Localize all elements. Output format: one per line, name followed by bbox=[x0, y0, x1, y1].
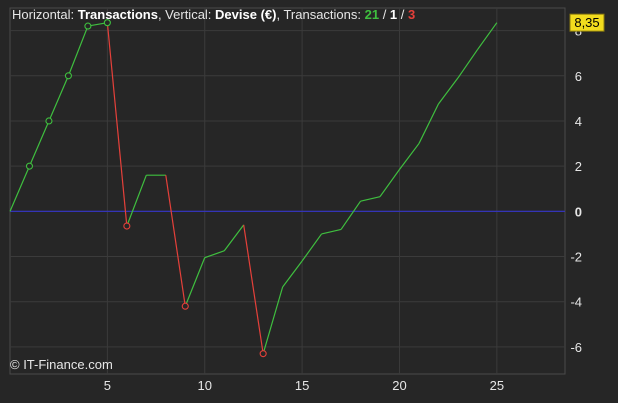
series-segment bbox=[165, 175, 186, 307]
series-segment bbox=[398, 143, 420, 170]
header-transactions-label: , Transactions: bbox=[276, 7, 364, 22]
x-tick-label: 25 bbox=[490, 378, 504, 393]
header-count-neutral: 1 bbox=[390, 7, 397, 22]
chart-header: Horizontal: Transactions, Vertical: Devi… bbox=[12, 7, 415, 22]
series-segment bbox=[223, 224, 245, 252]
series-segment bbox=[340, 200, 362, 230]
y-tick-label: 4 bbox=[575, 114, 582, 129]
series-segment bbox=[67, 25, 89, 76]
series-segment bbox=[321, 228, 342, 235]
y-tick-label: 6 bbox=[575, 69, 582, 84]
y-tick-label: -4 bbox=[570, 295, 582, 310]
trade-markers bbox=[25, 19, 267, 358]
header-count-win: 21 bbox=[365, 7, 379, 22]
last-value-badge-bg bbox=[569, 13, 605, 32]
x-tick-label: 20 bbox=[392, 378, 406, 393]
trade-marker bbox=[84, 22, 92, 30]
series-segment bbox=[476, 22, 498, 51]
series-segment bbox=[106, 22, 128, 227]
series-segment bbox=[9, 165, 31, 212]
plot-frame bbox=[9, 7, 566, 375]
series-equity bbox=[9, 22, 498, 354]
series-segment bbox=[204, 250, 225, 259]
y-tick-label: 2 bbox=[575, 159, 582, 174]
series-segment bbox=[48, 75, 69, 122]
trade-marker bbox=[123, 222, 131, 230]
y-tick-label: 0 bbox=[575, 204, 582, 219]
series-segment bbox=[28, 120, 50, 167]
header-count-loss: 3 bbox=[408, 7, 415, 22]
header-horizontal-value: Transactions bbox=[78, 7, 158, 22]
series-segment bbox=[262, 286, 284, 354]
x-axis-ticks: 5 10 15 20 25 bbox=[104, 378, 504, 393]
trade-marker bbox=[181, 302, 189, 310]
last-value-label: 8,35 bbox=[574, 15, 599, 30]
trade-marker bbox=[64, 72, 72, 80]
header-separator: / bbox=[397, 7, 408, 22]
header-vertical-label: , Vertical: bbox=[158, 7, 215, 22]
series-segment bbox=[437, 77, 459, 105]
series-segment bbox=[457, 49, 478, 79]
y-tick-label: -2 bbox=[570, 250, 582, 265]
series-segment bbox=[282, 260, 303, 288]
x-tick-label: 10 bbox=[198, 378, 212, 393]
series-segment bbox=[301, 233, 323, 262]
header-vertical-value: Devise (€) bbox=[215, 7, 276, 22]
series-segment bbox=[243, 224, 264, 354]
x-tick-label: 5 bbox=[104, 378, 111, 393]
header-separator: / bbox=[379, 7, 390, 22]
trade-marker bbox=[103, 19, 111, 27]
x-tick-label: 15 bbox=[295, 378, 309, 393]
copyright-label: © IT-Finance.com bbox=[10, 357, 113, 372]
series-segment bbox=[184, 257, 206, 307]
last-value-badge: 8,35 bbox=[569, 13, 605, 32]
trade-marker bbox=[25, 162, 34, 170]
header-horizontal-label: Horizontal: bbox=[12, 7, 78, 22]
y-tick-label: -6 bbox=[570, 340, 582, 355]
series-segment bbox=[379, 169, 400, 197]
series-segment bbox=[126, 174, 147, 227]
trade-marker bbox=[45, 117, 53, 125]
trade-marker bbox=[259, 350, 267, 358]
series-segment bbox=[360, 196, 381, 202]
series-segment bbox=[418, 103, 439, 144]
